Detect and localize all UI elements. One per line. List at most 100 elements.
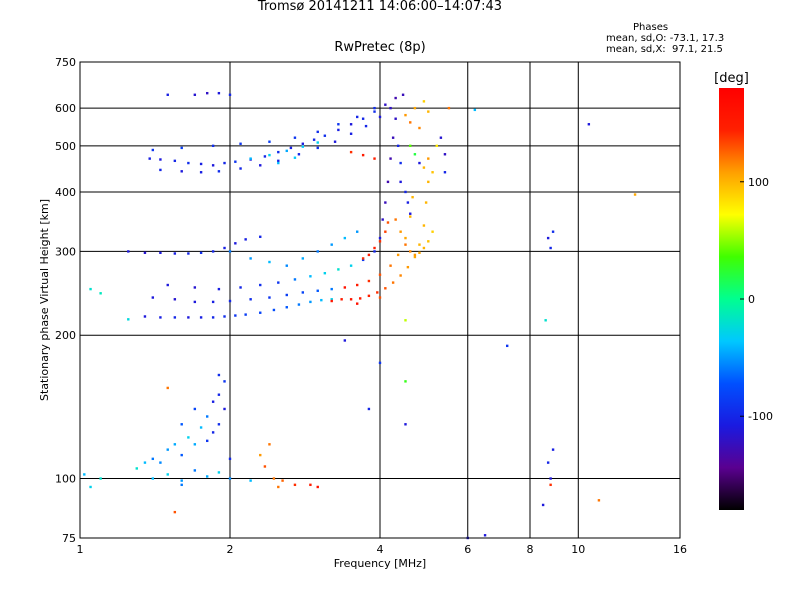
data-point [285, 306, 288, 309]
data-point [127, 318, 130, 321]
data-point [285, 264, 288, 267]
data-point [211, 316, 215, 319]
data-point [228, 299, 232, 303]
data-point [249, 298, 252, 301]
data-point [166, 448, 169, 451]
chart-subtitle: RwPretec (8p) [334, 40, 426, 55]
y-tick-label: 200 [55, 329, 76, 342]
data-point [384, 103, 387, 106]
data-point [355, 115, 359, 119]
data-point [173, 252, 177, 255]
data-point [223, 380, 226, 383]
data-point [367, 407, 371, 411]
data-point [349, 150, 353, 154]
data-point [413, 255, 417, 259]
data-point [143, 315, 147, 318]
data-point [355, 283, 359, 287]
data-point [223, 407, 226, 411]
data-point [337, 123, 340, 126]
data-point [211, 250, 215, 253]
data-point [159, 158, 162, 161]
data-point [99, 477, 102, 480]
data-point [549, 483, 552, 487]
data-point [409, 212, 412, 215]
data-point [391, 136, 395, 139]
x-axis-label: Frequency [MHz] [334, 557, 426, 570]
data-point [541, 503, 545, 507]
data-point [384, 287, 387, 290]
data-point [343, 236, 347, 240]
data-point [272, 308, 276, 312]
data-point [409, 215, 412, 218]
data-point [431, 171, 434, 174]
data-point [309, 483, 312, 487]
data-point [411, 195, 414, 199]
data-point [316, 289, 319, 292]
data-point [316, 141, 319, 144]
data-point [399, 230, 402, 233]
data-point [418, 126, 421, 130]
data-point [394, 117, 397, 120]
data-point [228, 477, 232, 480]
x-tick-label: 1 [77, 543, 84, 556]
data-point [394, 96, 397, 100]
data-point [239, 167, 242, 170]
data-point [173, 159, 177, 163]
data-point [373, 110, 376, 113]
data-point [544, 319, 547, 322]
data-point [422, 166, 426, 169]
data-point [228, 250, 232, 253]
data-point [217, 287, 221, 291]
data-point [173, 316, 177, 319]
data-point [443, 171, 447, 174]
data-point [193, 469, 197, 472]
data-point [205, 91, 209, 95]
data-point [187, 316, 190, 319]
data-point [193, 286, 197, 289]
colorbar-tick-label: 100 [748, 176, 769, 189]
data-point [323, 134, 327, 137]
colorbar-label: [deg] [714, 71, 749, 86]
data-point [404, 243, 407, 246]
data-point [427, 157, 430, 160]
data-point [330, 243, 333, 246]
data-point [166, 473, 169, 476]
colorbar [719, 88, 744, 510]
data-point [239, 142, 242, 145]
data-point [151, 296, 155, 299]
data-point [394, 218, 397, 221]
data-point [159, 316, 162, 319]
data-point [277, 161, 280, 165]
data-point [406, 265, 410, 269]
data-point [239, 286, 242, 289]
data-point [431, 230, 434, 233]
data-point [373, 106, 376, 110]
data-point [549, 246, 552, 250]
data-point [199, 162, 203, 166]
data-point [378, 361, 382, 365]
data-point [127, 250, 130, 253]
data-point [401, 93, 405, 96]
data-point [211, 400, 215, 403]
phase-stats-x: mean, sd,X: 97.1, 21.5 [606, 44, 723, 55]
data-point [217, 393, 221, 396]
colorbar-tick-label: 0 [748, 293, 755, 306]
data-point [373, 250, 376, 253]
data-point [378, 240, 382, 243]
data-point [205, 415, 209, 418]
data-point [418, 161, 421, 165]
data-point [546, 461, 550, 464]
x-axis-ticks: 1 2 4 6 8 10 16 [77, 543, 688, 556]
data-point [587, 123, 591, 126]
data-point [281, 479, 284, 482]
data-point [367, 279, 371, 283]
data-point [418, 251, 421, 255]
y-tick-label: 500 [55, 140, 76, 153]
data-point [439, 136, 443, 139]
data-point [89, 287, 92, 291]
data-point [199, 316, 203, 319]
data-point [193, 407, 197, 411]
data-point [424, 201, 428, 204]
data-point [483, 534, 487, 537]
data-point [551, 230, 555, 233]
